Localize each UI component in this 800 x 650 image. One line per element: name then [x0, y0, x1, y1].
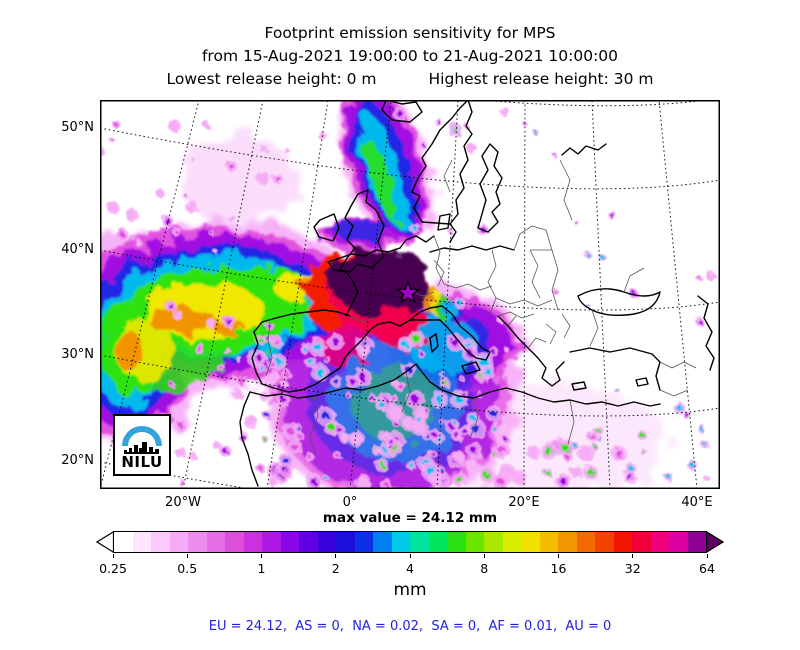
colorbar-segment: [576, 532, 595, 552]
figure-date-range: from 15-Aug-2021 19:00:00 to 21-Aug-2021…: [201, 47, 619, 65]
nilu-logo-graphic: [122, 426, 162, 454]
colorbar-over-arrow: [706, 531, 724, 553]
colorbar-tick-mark: [112, 554, 114, 558]
colorbar-segment: [243, 532, 262, 552]
map-frame-border: [100, 100, 720, 489]
colorbar-segment: [299, 532, 318, 552]
colorbar-segment: [188, 532, 207, 552]
region-totals: EU = 24.12, AS = 0, NA = 0.02, SA = 0, A…: [208, 619, 612, 634]
colorbar-tick-label: 16: [550, 561, 567, 576]
colorbar-under-arrow: [96, 531, 114, 553]
colorbar-segment: [595, 532, 614, 552]
colorbar-segment: [687, 532, 706, 552]
colorbar-tick-mark: [632, 554, 634, 558]
colorbar-segment: [262, 532, 281, 552]
colorbar-tick-label: 64: [699, 561, 715, 576]
map-graphic: [100, 100, 720, 489]
colorbar-tick-mark: [483, 554, 485, 558]
colorbar-segment: [169, 532, 188, 552]
colorbar-segment: [114, 532, 133, 552]
colorbar-segment: [206, 532, 225, 552]
map-canvas: NILU: [100, 100, 720, 489]
colorbar-segment: [132, 532, 151, 552]
colorbar-segment: [613, 532, 632, 552]
lon-tick-20e: 20°E: [508, 495, 540, 510]
graticule: [100, 100, 720, 489]
colorbar-tick-mark: [261, 554, 262, 558]
colorbar-tick-label: 0.25: [99, 561, 127, 576]
colorbar-segment: [465, 532, 484, 552]
lat-tick-20n: 20°N: [61, 453, 94, 468]
colorbar-segment: [502, 532, 521, 552]
colorbar-segment: [539, 532, 558, 552]
colorbar-segment: [391, 532, 410, 552]
colorbar-tick-mark: [409, 554, 411, 558]
coastlines: [239, 100, 715, 487]
lat-tick-50n: 50°N: [61, 120, 94, 135]
colorbar-segment: [428, 532, 447, 552]
colorbar-tick-label: 2: [331, 561, 340, 576]
colorbar-tick-label: 8: [480, 561, 489, 576]
lowest-release-height: Lowest release height: 0 m: [166, 70, 377, 88]
lon-tick-0: 0°: [342, 495, 358, 510]
colorbar-tick-mark: [335, 554, 337, 558]
colorbar-segment: [484, 532, 503, 552]
lon-tick-40e: 40°E: [681, 495, 713, 510]
colorbar-segment: [151, 532, 170, 552]
colorbar-segment: [280, 532, 299, 552]
release-heights-line: Lowest release height: 0 m Highest relea…: [0, 68, 800, 91]
highest-release-height: Highest release height: 30 m: [428, 70, 654, 88]
country-borders: [265, 159, 697, 457]
colorbar-segment: [354, 532, 373, 552]
title-block: Footprint emission sensitivity for MPS f…: [0, 22, 800, 91]
colorbar-unit: mm: [393, 580, 427, 600]
colorbar-tick-label: 1: [257, 561, 266, 576]
plume-speckles: [100, 106, 716, 489]
colorbar-segment: [632, 532, 651, 552]
colorbar-segment: [558, 532, 577, 552]
max-value-label: max value = 24.12 mm: [322, 510, 498, 526]
lat-tick-40n: 40°N: [61, 242, 94, 257]
colorbar-segment: [373, 532, 392, 552]
figure-title: Footprint emission sensitivity for MPS: [264, 24, 556, 42]
station-marker-star: [395, 280, 421, 304]
colorbar-segment: [336, 532, 355, 552]
colorbar-tick-label: 4: [406, 561, 414, 576]
colorbar-tick-mark: [186, 554, 188, 558]
lon-tick-20w: 20°W: [165, 495, 201, 510]
colorbar: [113, 531, 707, 553]
nilu-logo: NILU: [113, 414, 171, 476]
nilu-logo-text: NILU: [121, 453, 163, 471]
nilu-skyline-icon: [124, 442, 159, 454]
colorbar-segment: [521, 532, 540, 552]
colorbar-tick-label: 0.5: [177, 561, 198, 576]
colorbar-tick-label: 32: [624, 561, 641, 576]
colorbar-segment: [669, 532, 688, 552]
colorbar-tick-mark: [558, 554, 559, 558]
colorbar-segment: [317, 532, 336, 552]
lat-tick-30n: 30°N: [61, 347, 94, 362]
colorbar-segment: [225, 532, 244, 552]
colorbar-segment: [650, 532, 669, 552]
colorbar-segment: [447, 532, 466, 552]
colorbar-tick-mark: [706, 554, 708, 558]
colorbar-segment: [410, 532, 429, 552]
